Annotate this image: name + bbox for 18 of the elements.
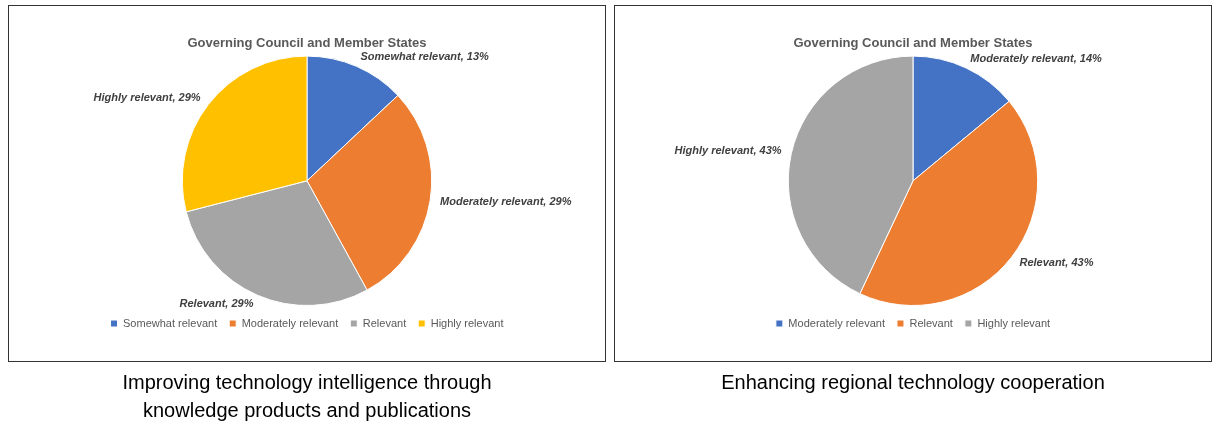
text: Improving technology intelligence through knowledge products and publications xyxy=(121,370,493,423)
text: Enhancing regional technology cooperation xyxy=(720,370,1106,395)
data-label: Relevant, 29% xyxy=(179,297,254,310)
chart-title: Governing Council and Member States xyxy=(187,35,427,51)
legend-label: Moderately relevant xyxy=(241,316,339,329)
data-label: Relevant, 43% xyxy=(1019,256,1094,269)
legend-label: Highly relevant xyxy=(430,316,504,329)
data-label: Somewhat relevant, 13% xyxy=(360,50,490,63)
legend-label: Highly relevant xyxy=(977,316,1051,329)
chart-title: Governing Council and Member States xyxy=(793,35,1033,51)
data-label: Moderately relevant, 14% xyxy=(970,51,1103,64)
legend-label: Relevant xyxy=(909,316,953,329)
legend-label: Moderately relevant xyxy=(788,316,885,329)
data-label: Moderately relevant, 29% xyxy=(440,194,572,207)
legend-label: Relevant xyxy=(362,316,407,329)
data-label: Highly relevant, 43% xyxy=(674,144,782,157)
data-label: Highly relevant, 29% xyxy=(93,91,201,104)
legend-label: Somewhat relevant xyxy=(123,316,218,329)
